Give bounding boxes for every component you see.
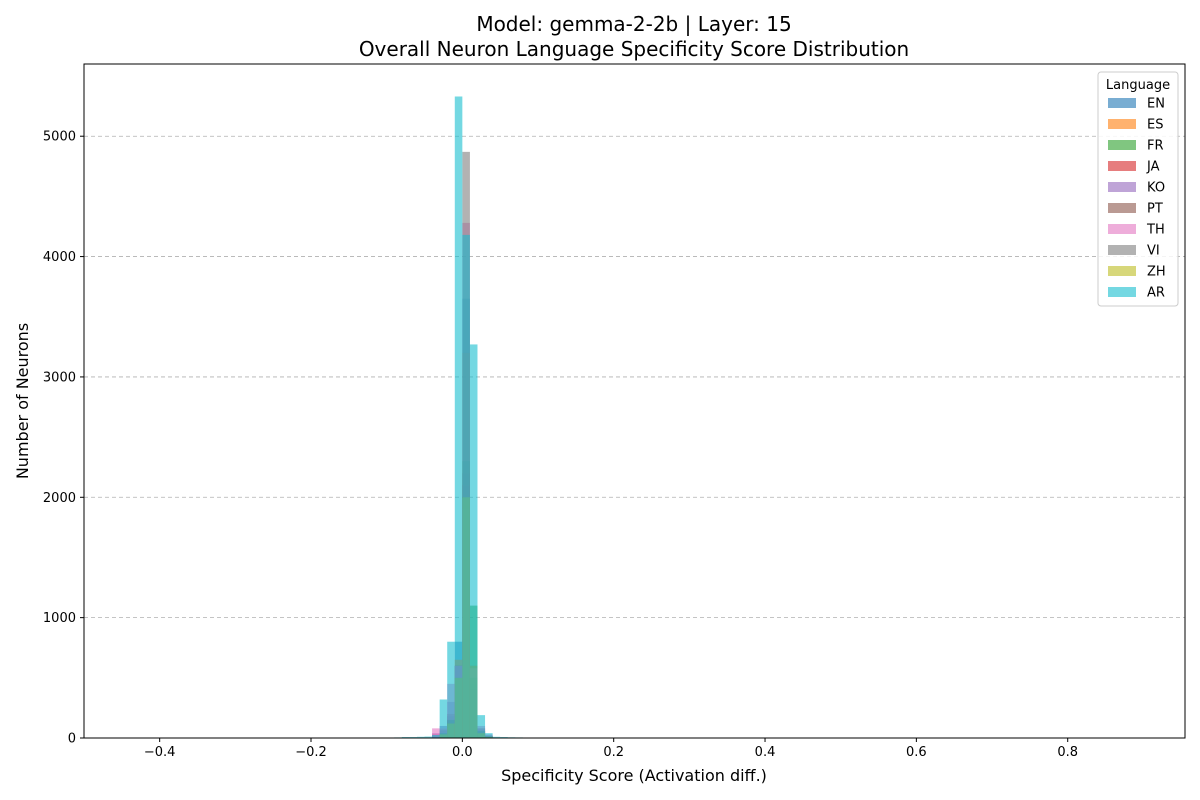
y-tick-label: 3000 (43, 370, 76, 385)
x-tick-label: 0.8 (1057, 745, 1078, 760)
histogram-bar (439, 699, 448, 738)
y-tick-label: 5000 (43, 130, 76, 145)
x-tick-label: −0.2 (295, 745, 327, 760)
legend-label: FR (1147, 139, 1164, 154)
y-tick-label: 1000 (43, 611, 76, 626)
x-tick-label: 0.4 (755, 745, 776, 760)
x-axis-ticks: −0.4 −0.2 0.0 0.2 0.4 0.6 0.8 (144, 738, 1078, 760)
legend-label: JA (1146, 160, 1160, 175)
histogram-bar (447, 641, 455, 738)
legend-swatch (1108, 119, 1136, 129)
y-axis-ticks: 0 1000 2000 3000 4000 5000 (43, 130, 84, 747)
y-tick-label: 4000 (43, 250, 76, 265)
x-tick-label: 0.6 (906, 745, 927, 760)
legend-swatch (1108, 245, 1136, 255)
histogram-bar (424, 736, 433, 738)
x-tick-label: 0.2 (603, 745, 624, 760)
legend-label: ES (1147, 118, 1163, 133)
histogram-bar (432, 728, 440, 738)
legend-swatch (1108, 266, 1136, 276)
histogram-bars (326, 96, 554, 738)
series-ar (386, 96, 539, 738)
histogram-bar (432, 734, 440, 738)
legend-label: ZH (1147, 265, 1166, 280)
x-axis-label: Specificity Score (Activation diff.) (501, 766, 767, 785)
legend-swatch (1108, 161, 1136, 171)
legend-title: Language (1106, 78, 1170, 93)
title: Model: gemma-2-2b | Layer: 15 Overall Ne… (359, 12, 909, 61)
legend-label: AR (1147, 286, 1165, 301)
histogram-bar (416, 736, 425, 738)
histogram-bar (492, 736, 501, 738)
chart-subtitle: Overall Neuron Language Specificity Scor… (359, 37, 909, 61)
legend-label: VI (1147, 244, 1160, 259)
y-tick-label: 0 (68, 732, 76, 747)
legend-label: KO (1147, 181, 1165, 196)
histogram-bar (477, 715, 486, 738)
y-tick-label: 2000 (43, 491, 76, 506)
plot-frame (83, 63, 1186, 739)
legend: Language EN ES FR JA KO PT TH VI ZH AR (1097, 71, 1179, 307)
gridlines (84, 135, 1185, 619)
legend-label: PT (1147, 202, 1163, 217)
histogram-bar (485, 733, 493, 738)
y-axis-label: Number of Neurons (13, 323, 32, 479)
histogram-bar (469, 344, 478, 738)
x-tick-label: 0.0 (452, 745, 473, 760)
legend-swatch (1108, 203, 1136, 213)
legend-label: TH (1146, 223, 1165, 238)
x-tick-label: −0.4 (144, 745, 176, 760)
histogram-bar (454, 96, 463, 738)
legend-swatch (1108, 140, 1136, 150)
legend-label: EN (1147, 97, 1165, 112)
chart-title: Model: gemma-2-2b | Layer: 15 (476, 12, 791, 36)
legend-swatch (1108, 224, 1136, 234)
legend-swatch (1108, 98, 1136, 108)
histogram-bar (462, 234, 470, 738)
legend-swatch (1108, 182, 1136, 192)
legend-swatch (1108, 287, 1136, 297)
